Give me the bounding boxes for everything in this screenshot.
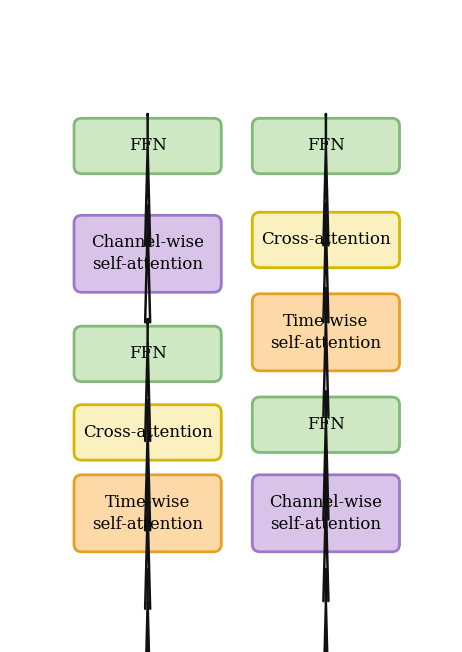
FancyBboxPatch shape: [74, 215, 221, 292]
FancyBboxPatch shape: [252, 118, 400, 173]
FancyBboxPatch shape: [252, 397, 400, 452]
FancyBboxPatch shape: [74, 118, 221, 173]
Text: Channel-wise
self-attention: Channel-wise self-attention: [269, 494, 383, 533]
FancyBboxPatch shape: [252, 475, 400, 552]
FancyBboxPatch shape: [252, 294, 400, 371]
Text: Cross-attention: Cross-attention: [83, 424, 213, 441]
FancyBboxPatch shape: [74, 405, 221, 460]
Text: FFN: FFN: [307, 416, 345, 433]
FancyBboxPatch shape: [252, 212, 400, 268]
Text: FFN: FFN: [129, 138, 167, 155]
Text: FFN: FFN: [307, 138, 345, 155]
Text: FFN: FFN: [129, 346, 167, 363]
FancyBboxPatch shape: [74, 326, 221, 381]
Text: Time-wise
self-attention: Time-wise self-attention: [92, 494, 203, 533]
Text: Channel-wise
self-attention: Channel-wise self-attention: [91, 234, 204, 273]
FancyBboxPatch shape: [74, 475, 221, 552]
Text: Cross-attention: Cross-attention: [261, 231, 391, 248]
Text: Time-wise
self-attention: Time-wise self-attention: [270, 313, 382, 352]
